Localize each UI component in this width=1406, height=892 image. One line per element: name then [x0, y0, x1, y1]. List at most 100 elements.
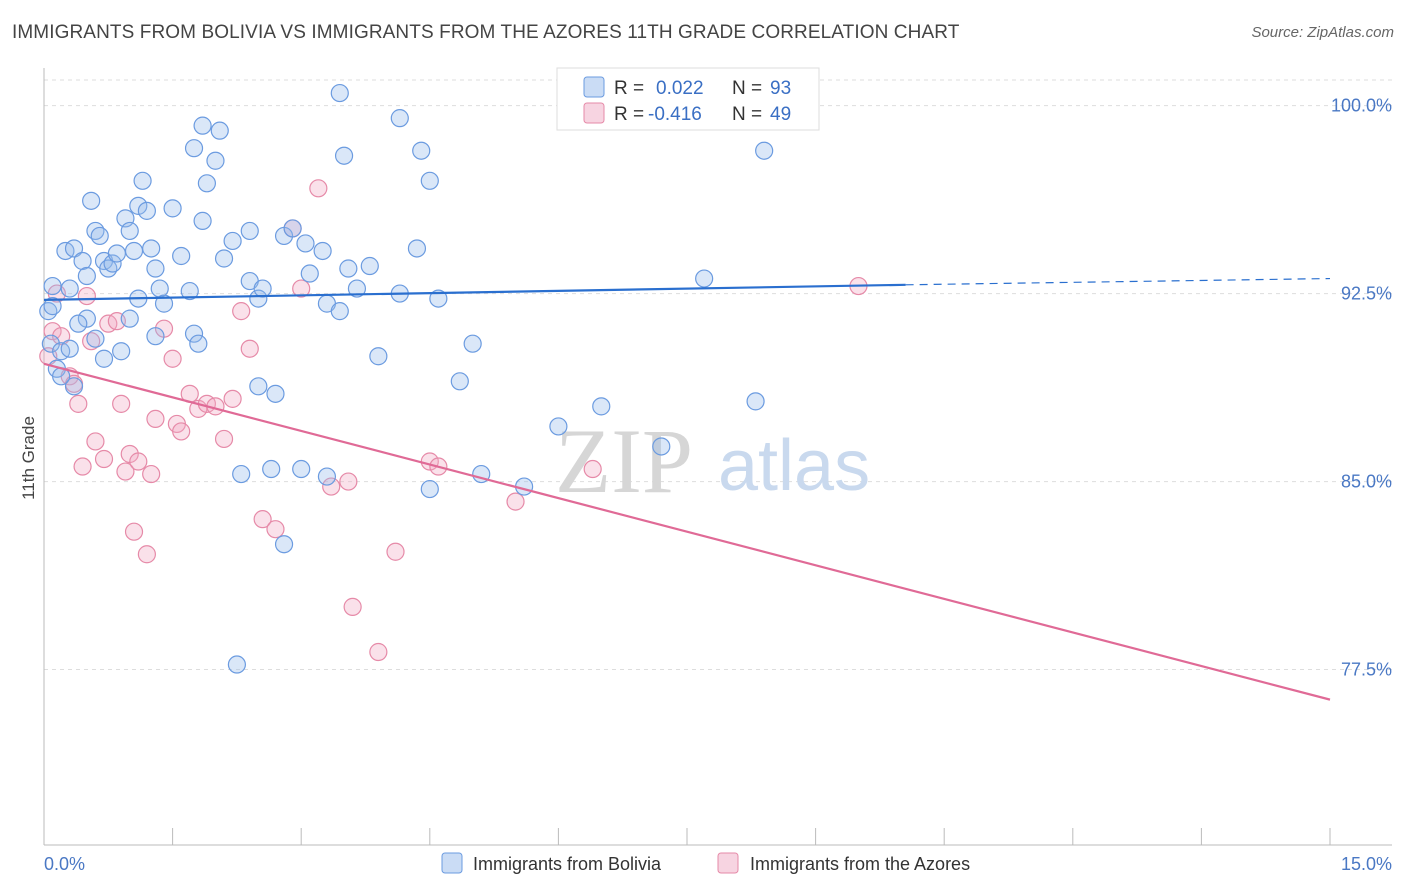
azores-point-14 [112, 394, 131, 413]
azores-point-32 [232, 302, 251, 321]
bolivia-point-55 [253, 279, 272, 298]
bolivia-point-9 [77, 266, 96, 286]
y-tick-label-2: 85.0% [1341, 472, 1392, 492]
x-ticks [43, 828, 1331, 845]
bolivia-point-90 [266, 384, 285, 403]
legend-n-label-azores: N = [732, 104, 762, 125]
bolivia-point-75 [450, 372, 469, 391]
grid-lines [44, 79, 1392, 671]
bolivia-point-34 [112, 342, 131, 361]
bolivia-point-63 [339, 259, 358, 278]
y-tick-label-3: 77.5% [1341, 660, 1392, 680]
azores-points [39, 179, 868, 662]
bolivia-point-84 [463, 334, 482, 353]
bolivia-point-10 [82, 191, 101, 210]
bolivia-point-21 [137, 201, 156, 220]
bolivia-point-23 [146, 259, 165, 278]
bolivia-point-85 [420, 479, 439, 499]
bolivia-point-24 [150, 279, 169, 298]
azores-point-38 [309, 179, 328, 198]
azores-point-3 [52, 327, 71, 346]
trend-lines [43, 277, 1331, 701]
azores-point-17 [124, 522, 144, 541]
bolivia-point-48 [193, 116, 212, 135]
bolivia-point-60 [313, 241, 332, 261]
bottom-legend-label-bolivia: Immigrants from Bolivia [473, 854, 662, 874]
bottom-legend: Immigrants from Bolivia Immigrants from … [441, 852, 970, 874]
bolivia-point-57 [283, 219, 302, 238]
bottom-legend-label-azores: Immigrants from the Azores [750, 854, 970, 874]
legend-swatch-azores [583, 102, 605, 124]
bolivia-point-87 [232, 464, 251, 484]
bolivia-point-8 [73, 251, 92, 271]
bolivia-point-39 [60, 339, 79, 358]
bolivia-point-54 [249, 289, 268, 308]
azores-trend-line [43, 362, 1331, 701]
bolivia-point-20 [129, 196, 148, 215]
bolivia-point-78 [549, 417, 568, 436]
y-tick-label-1: 92.5% [1341, 284, 1392, 304]
azores-point-10 [86, 432, 105, 451]
azores-point-8 [77, 286, 96, 306]
legend-n-bolivia: 93 [770, 78, 791, 99]
azores-point-7 [73, 457, 92, 476]
legend-r-label-bolivia: R = [614, 78, 644, 99]
legend-n-label-bolivia: N = [732, 78, 762, 99]
bolivia-point-66 [347, 279, 367, 298]
y-tick-labels: 100.0% 92.5% 85.0% 77.5% [1331, 96, 1392, 680]
bolivia-point-2 [41, 334, 60, 353]
azores-point-11 [94, 449, 114, 469]
legend-r-bolivia: 0.022 [656, 78, 704, 99]
legend-n-azores: 49 [770, 104, 791, 125]
chart-title: IMMIGRANTS FROM BOLIVIA VS IMMIGRANTS FR… [12, 22, 960, 43]
bolivia-point-19 [124, 241, 144, 261]
bolivia-point-47 [210, 121, 229, 140]
bolivia-point-43 [133, 171, 152, 190]
bolivia-point-74 [429, 289, 448, 308]
legend-r-label-azores: R = [614, 104, 644, 125]
bolivia-point-15 [103, 254, 122, 273]
bolivia-point-25 [154, 294, 174, 313]
azores-point-31 [223, 389, 242, 408]
watermark: ZIP atlas [555, 410, 870, 512]
bolivia-point-83 [746, 392, 765, 411]
bolivia-point-72 [407, 239, 427, 258]
azores-point-23 [163, 349, 182, 368]
bolivia-point-27 [172, 246, 191, 266]
bolivia-trend-extension [905, 277, 1331, 286]
axes [43, 68, 1392, 846]
legend-swatch-bolivia [583, 76, 605, 98]
bolivia-point-40 [64, 377, 84, 396]
bolivia-point-44 [184, 139, 204, 158]
bolivia-point-50 [214, 249, 234, 268]
bolivia-point-37 [77, 309, 96, 328]
bolivia-point-65 [330, 83, 349, 103]
bolivia-point-45 [197, 174, 216, 193]
bolivia-point-18 [120, 221, 139, 241]
bolivia-point-82 [755, 141, 774, 160]
azores-point-6 [69, 394, 88, 413]
bolivia-point-7 [64, 239, 84, 258]
azores-point-39 [322, 477, 341, 496]
azores-point-35 [266, 520, 285, 539]
bolivia-point-52 [240, 221, 259, 241]
azores-point-34 [253, 510, 272, 529]
azores-point-20 [142, 464, 161, 484]
azores-point-40 [339, 472, 358, 491]
y-tick-label-0: 100.0% [1331, 96, 1392, 116]
azores-point-30 [214, 429, 234, 449]
bolivia-point-36 [86, 329, 105, 348]
azores-point-41 [343, 597, 362, 616]
azores-point-19 [137, 545, 156, 564]
bolivia-point-80 [652, 437, 671, 456]
bolivia-point-59 [300, 264, 319, 283]
azores-point-43 [386, 542, 405, 561]
bolivia-point-42 [43, 297, 62, 316]
bolivia-point-91 [317, 467, 337, 486]
bolivia-point-16 [107, 244, 126, 263]
azores-point-21 [146, 409, 165, 429]
bolivia-point-58 [296, 234, 315, 253]
bolivia-point-12 [90, 226, 109, 246]
bolivia-points [39, 83, 774, 674]
azores-point-25 [172, 422, 191, 441]
